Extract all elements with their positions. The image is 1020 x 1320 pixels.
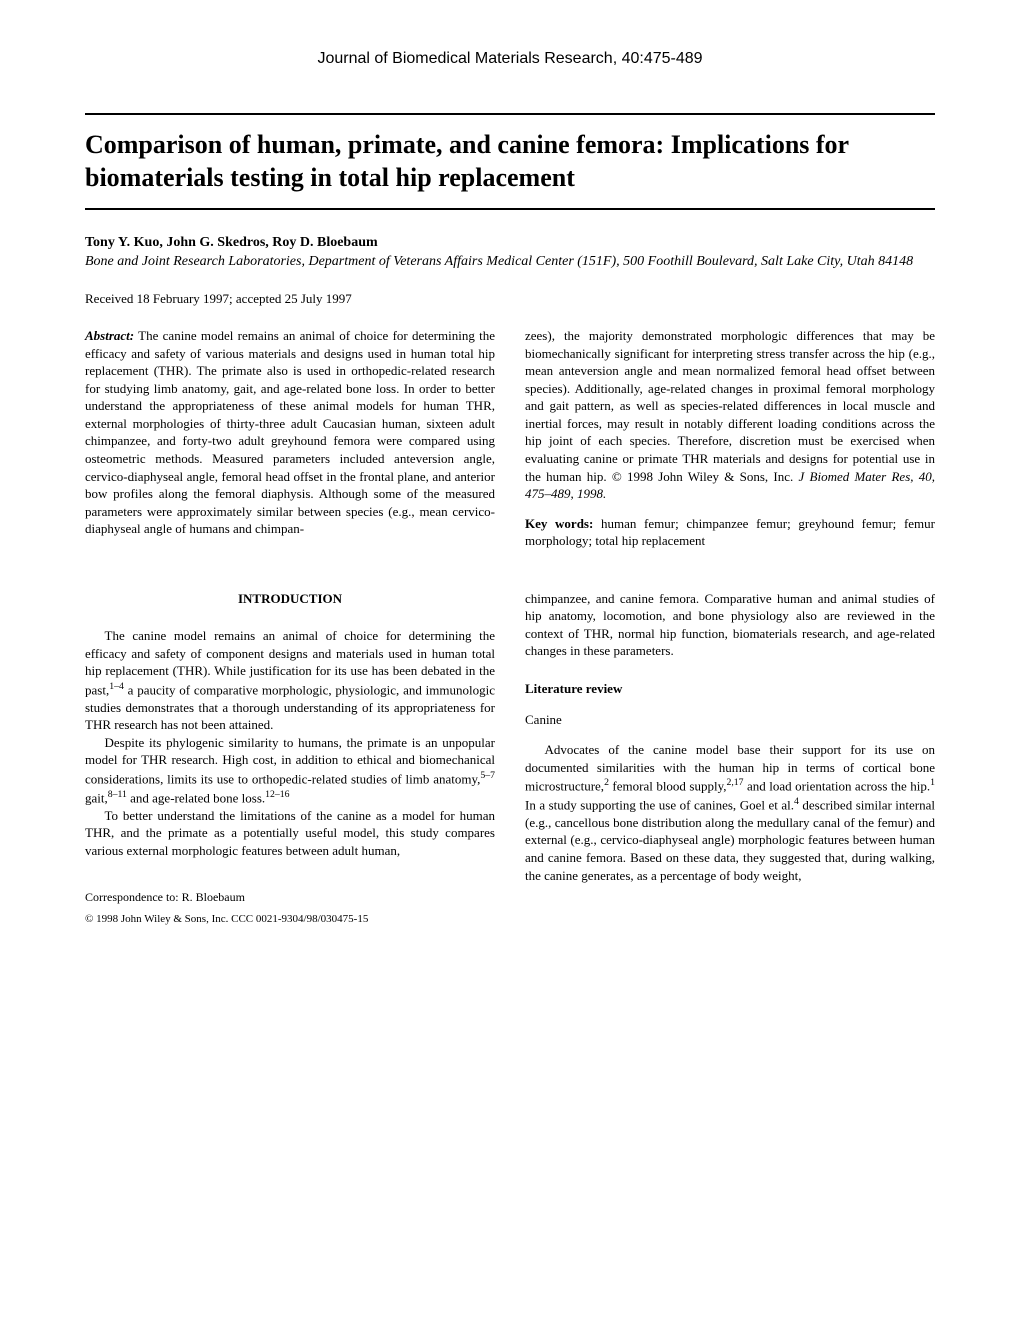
authors: Tony Y. Kuo, John G. Skedros, Roy D. Blo…	[85, 235, 935, 251]
canine-heading: Canine	[525, 711, 935, 729]
affiliation: Bone and Joint Research Laboratories, De…	[85, 253, 935, 271]
received-accepted-dates: Received 18 February 1997; accepted 25 J…	[85, 291, 935, 307]
body-column-left: INTRODUCTION The canine model remains an…	[85, 560, 495, 927]
intro-ref-2: 5–7	[480, 770, 495, 781]
keywords-label: Key words:	[525, 516, 593, 531]
copyright-line: © 1998 John Wiley & Sons, Inc. CCC 0021-…	[85, 912, 495, 927]
article-title: Comparison of human, primate, and canine…	[85, 129, 935, 194]
canine-p1d: In a study supporting the use of canines…	[525, 797, 794, 812]
canine-p1c: and load orientation across the hip.	[744, 778, 931, 793]
abstract-text-right: zees), the majority demonstrated morphol…	[525, 328, 935, 483]
intro-ref-1: 1–4	[109, 681, 124, 692]
intro-p2b: gait,	[85, 790, 108, 805]
intro-p4: chimpanzee, and canine femora. Comparati…	[525, 590, 935, 660]
abstract-column-left: Abstract: The canine model remains an an…	[85, 327, 495, 550]
canine-ref-2: 2,17	[726, 777, 743, 788]
introduction-heading: INTRODUCTION	[85, 590, 495, 608]
correspondence: Correspondence to: R. Bloebaum	[85, 889, 495, 905]
intro-ref-3: 8–11	[108, 789, 127, 800]
intro-ref-4: 12–16	[265, 789, 289, 800]
intro-p2a: Despite its phylogenic similarity to hum…	[85, 735, 495, 786]
abstract-label: Abstract:	[85, 328, 134, 343]
literature-review-heading: Literature review	[525, 680, 935, 698]
body-column-right: chimpanzee, and canine femora. Comparati…	[525, 560, 935, 927]
abstract-column-right: zees), the majority demonstrated morphol…	[525, 327, 935, 550]
intro-p3: To better understand the limitations of …	[85, 807, 495, 860]
canine-ref-3: 1	[930, 777, 935, 788]
rule-top	[85, 113, 935, 115]
journal-header: Journal of Biomedical Materials Research…	[85, 50, 935, 68]
rule-below-title	[85, 208, 935, 210]
canine-p1b: femoral blood supply,	[609, 778, 727, 793]
intro-p2c: and age-related bone loss.	[127, 790, 265, 805]
abstract-text-left: The canine model remains an animal of ch…	[85, 328, 495, 536]
intro-p1b: a paucity of comparative morphologic, ph…	[85, 682, 495, 732]
